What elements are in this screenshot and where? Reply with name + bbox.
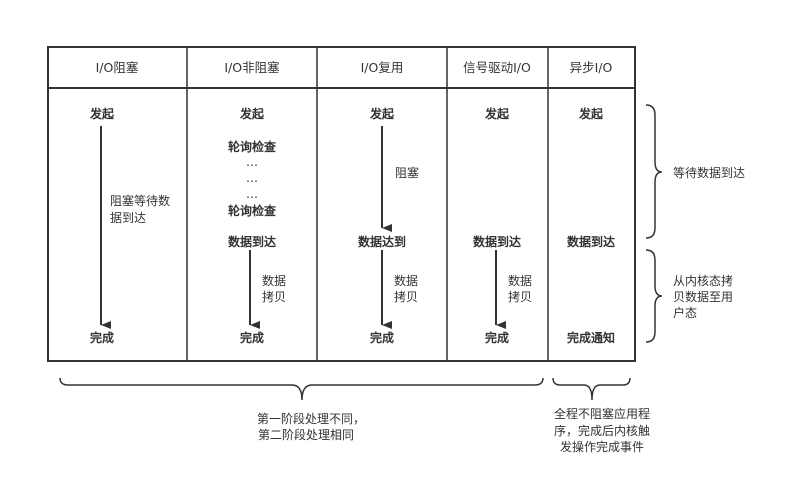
step-completion-notice: 完成通知 — [567, 330, 615, 345]
copy-label: 数据 — [262, 273, 286, 288]
ellipsis: … — [246, 187, 258, 201]
copy-label: 数据 — [508, 273, 532, 288]
note-async: 发操作完成事件 — [560, 439, 644, 454]
block-label: 阻塞 — [395, 165, 419, 180]
step-data-arrival: 数据到达 — [473, 234, 521, 249]
step-data-arrival: 数据达到 — [358, 234, 406, 249]
copy-label: 拷贝 — [394, 289, 418, 304]
phase-copy-label: 户态 — [673, 305, 697, 320]
step-poll: 轮询检查 — [228, 203, 277, 218]
step-start: 发起 — [89, 106, 115, 121]
copy-label: 拷贝 — [262, 289, 286, 304]
phase-copy-label: 贝数据至用 — [673, 289, 733, 304]
brace-async-model — [552, 377, 631, 401]
table-border — [47, 46, 636, 362]
step-start: 发起 — [369, 106, 395, 121]
step-start: 发起 — [578, 106, 604, 121]
step-poll: 轮询检查 — [228, 139, 277, 154]
header-async-io: 异步I/O — [570, 60, 613, 75]
step-data-arrival: 数据到达 — [567, 234, 615, 249]
copy-label: 数据 — [394, 273, 418, 288]
note-first-four: 第一阶段处理不同， — [257, 411, 365, 426]
header-blocking-io: I/O阻塞 — [96, 60, 139, 75]
step-data-arrival: 数据到达 — [228, 234, 276, 249]
arrow-label: 据到达 — [110, 211, 146, 225]
note-first-four: 第二阶段处理相同 — [258, 427, 354, 442]
step-start: 发起 — [239, 106, 265, 121]
note-async: 全程不阻塞应用程 — [554, 406, 650, 421]
step-end: 完成 — [240, 330, 264, 345]
header-nonblocking-io: I/O非阻塞 — [224, 60, 280, 75]
brace-wait-phase — [645, 104, 663, 239]
ellipsis: … — [246, 155, 258, 169]
arrow-label: 阻塞等待数 — [110, 193, 170, 208]
step-end: 完成 — [370, 330, 394, 345]
step-end: 完成 — [90, 330, 114, 345]
step-start: 发起 — [484, 106, 510, 121]
phase-copy-label: 从内核态拷 — [673, 273, 733, 288]
header-io-multiplexing: I/O复用 — [361, 60, 404, 75]
phase-wait-label: 等待数据到达 — [673, 165, 745, 180]
ellipsis: … — [246, 171, 258, 185]
header-signal-driven-io: 信号驱动I/O — [463, 60, 531, 75]
step-end: 完成 — [485, 330, 509, 345]
brace-first-four-models — [59, 377, 544, 401]
note-async: 序，完成后内核触 — [554, 423, 650, 438]
brace-copy-phase — [645, 249, 663, 343]
copy-label: 拷贝 — [508, 289, 532, 304]
